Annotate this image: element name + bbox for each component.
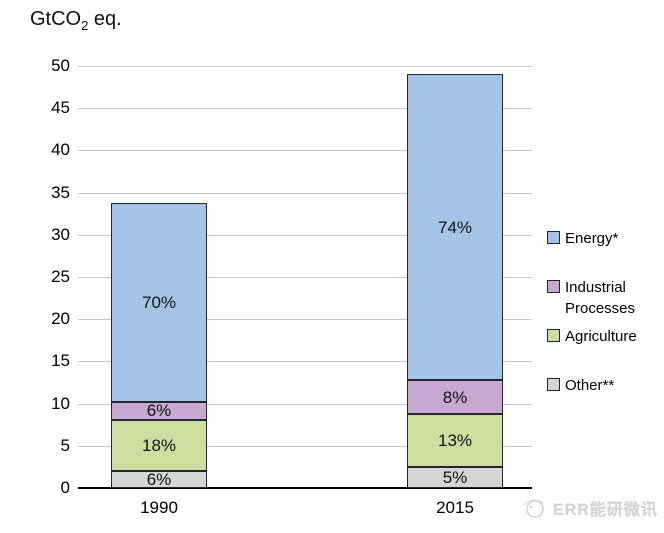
y-axis-tick: 40 <box>51 140 70 160</box>
watermark-text: ERR能研微讯 <box>553 502 658 519</box>
gridline <box>78 66 532 67</box>
legend-item: Other** <box>547 375 659 396</box>
bar-segment: 8% <box>407 380 503 414</box>
segment-label: 6% <box>146 469 172 489</box>
segment-label: 74% <box>437 217 473 237</box>
chart-title-prefix: GtCO <box>30 8 82 30</box>
y-axis-tick: 20 <box>51 309 70 329</box>
x-axis-line <box>78 487 532 489</box>
y-axis-tick: 10 <box>51 393 70 413</box>
y-axis-tick: 15 <box>51 351 70 371</box>
chart-title-subscript: 2 <box>81 18 89 33</box>
y-axis-tick: 30 <box>51 224 70 244</box>
segment-label: 5% <box>442 468 468 488</box>
legend-swatch <box>547 231 560 244</box>
gridline <box>78 361 532 363</box>
x-axis-label: 1990 <box>140 498 178 517</box>
gridline <box>78 150 532 152</box>
bar-segment: 74% <box>407 74 503 381</box>
legend-label: Industrial Processes <box>565 279 636 317</box>
segment-label: 70% <box>141 293 177 313</box>
gridline <box>78 445 532 447</box>
gridline <box>78 108 532 110</box>
gridline <box>78 277 532 278</box>
y-axis-tick: 50 <box>51 56 70 75</box>
err-logo-icon <box>523 499 545 518</box>
segment-label: 13% <box>437 430 473 450</box>
chart-title: GtCO2 eq. <box>30 8 122 33</box>
gridline <box>78 234 532 236</box>
legend-label: Agriculture <box>565 328 637 345</box>
y-axis-tick: 35 <box>51 182 70 202</box>
bar-segment: 18% <box>111 419 207 471</box>
segment-label: 8% <box>442 387 468 407</box>
legend-swatch <box>547 329 560 342</box>
watermark: ERR能研微讯 <box>521 495 658 521</box>
bar-segment: 13% <box>407 413 503 468</box>
gridline <box>78 192 532 194</box>
gridline <box>78 403 532 405</box>
segment-label: 6% <box>146 401 172 421</box>
legend-item: Energy* <box>547 228 659 249</box>
legend-swatch <box>547 280 560 293</box>
bar-segment: 6% <box>111 469 207 489</box>
legend-item: Industrial Processes <box>547 277 659 319</box>
legend-label: Other** <box>565 377 615 394</box>
bar-segment: 70% <box>111 202 207 403</box>
y-axis-tick: 5 <box>60 435 70 455</box>
y-axis-tick: 45 <box>51 98 70 118</box>
y-axis-tick: 25 <box>51 267 70 286</box>
chart-title-suffix: eq. <box>88 8 122 30</box>
segment-label: 18% <box>141 435 177 455</box>
bar-segment: 6% <box>111 401 207 421</box>
y-axis-tick: 0 <box>60 478 70 497</box>
x-axis-label: 2015 <box>436 498 474 517</box>
gridline <box>78 319 532 321</box>
legend-item: Agriculture <box>547 326 659 347</box>
legend-swatch <box>547 378 560 391</box>
bar-segment: 5% <box>407 467 503 488</box>
legend-label: Energy* <box>565 230 619 247</box>
